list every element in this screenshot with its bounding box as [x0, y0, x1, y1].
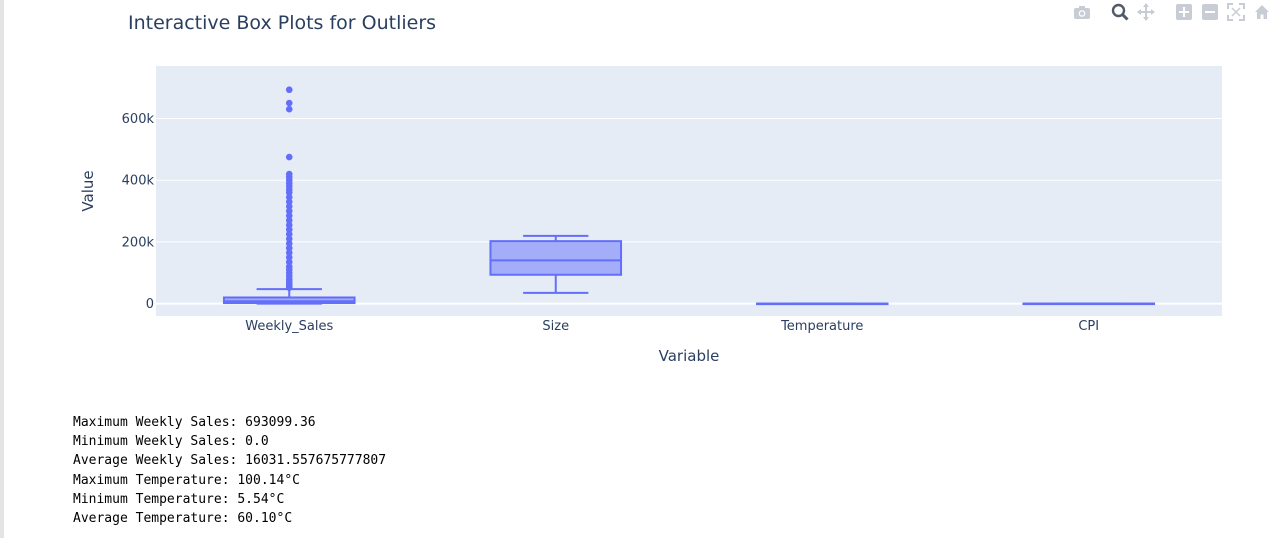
- x-tick-label: CPI: [1078, 319, 1099, 334]
- outlier-point: [285, 217, 293, 224]
- outlier-point: [285, 240, 293, 247]
- y-axis-title: Value: [79, 170, 97, 211]
- x-tick-label: Temperature: [780, 319, 863, 334]
- box-plot-chart[interactable]: 0 200k 400k 600k Weekly_Sales Size Temperature…: [0, 0, 1280, 400]
- x-tick-label: Weekly_Sales: [245, 319, 333, 334]
- outlier-point: [285, 207, 293, 215]
- outlier-point: [285, 203, 293, 210]
- outlier-point: [285, 254, 293, 261]
- outlier-point: [285, 249, 293, 257]
- pan-icon[interactable]: [1136, 2, 1156, 22]
- box-size: [489, 240, 623, 276]
- output-line-min-temperature: Minimum Temperature: 5.54°C: [73, 491, 285, 507]
- outlier-point: [285, 235, 293, 243]
- chart-title: Interactive Box Plots for Outliers: [128, 12, 437, 34]
- plot-area: [156, 66, 1222, 316]
- outlier-point: [285, 258, 293, 266]
- x-axis-title: Variable: [659, 347, 720, 365]
- output-line-max-weekly-sales: Maximum Weekly Sales: 693099.36: [73, 415, 316, 430]
- box-weekly_sales: [222, 296, 356, 305]
- camera-icon[interactable]: [1072, 2, 1092, 22]
- outlier-point: [285, 99, 293, 107]
- output-line-avg-temperature: Average Temperature: 60.10°C: [73, 511, 293, 527]
- zoom-out-icon[interactable]: [1200, 2, 1220, 22]
- y-tick-label: 400k: [122, 174, 155, 189]
- output-line-avg-weekly-sales: Average Weekly Sales: 16031.557675777807: [73, 453, 387, 469]
- reset-axes-icon[interactable]: [1252, 2, 1272, 22]
- output-line-min-weekly-sales: Minimum Weekly Sales: 0.0: [73, 434, 269, 450]
- outlier-point: [285, 105, 293, 113]
- left-border: [0, 0, 4, 538]
- x-tick-label: Size: [542, 319, 569, 334]
- outlier-point: [285, 212, 293, 219]
- outlier-point: [285, 226, 293, 233]
- outlier-point: [285, 230, 293, 238]
- outlier-point: [285, 221, 293, 229]
- outlier-point: [285, 198, 293, 206]
- modebar: [1072, 2, 1272, 22]
- zoom-in-icon[interactable]: [1174, 2, 1194, 22]
- zoom-icon[interactable]: [1110, 2, 1130, 22]
- outlier-point: [285, 189, 293, 196]
- outlier-point: [285, 86, 293, 94]
- outlier-point: [285, 153, 293, 161]
- outlier-point: [285, 284, 293, 291]
- y-tick-label: 200k: [122, 235, 155, 250]
- outlier-point: [285, 244, 293, 252]
- outlier-point: [285, 193, 293, 201]
- output-line-max-temperature: Maximum Temperature: 100.14°C: [73, 472, 300, 488]
- autoscale-icon[interactable]: [1226, 2, 1246, 22]
- y-tick-label: 0: [146, 297, 154, 312]
- y-tick-label: 600k: [122, 112, 155, 127]
- console-output: Maximum Weekly Sales: 693099.36 Minimum …: [73, 413, 386, 528]
